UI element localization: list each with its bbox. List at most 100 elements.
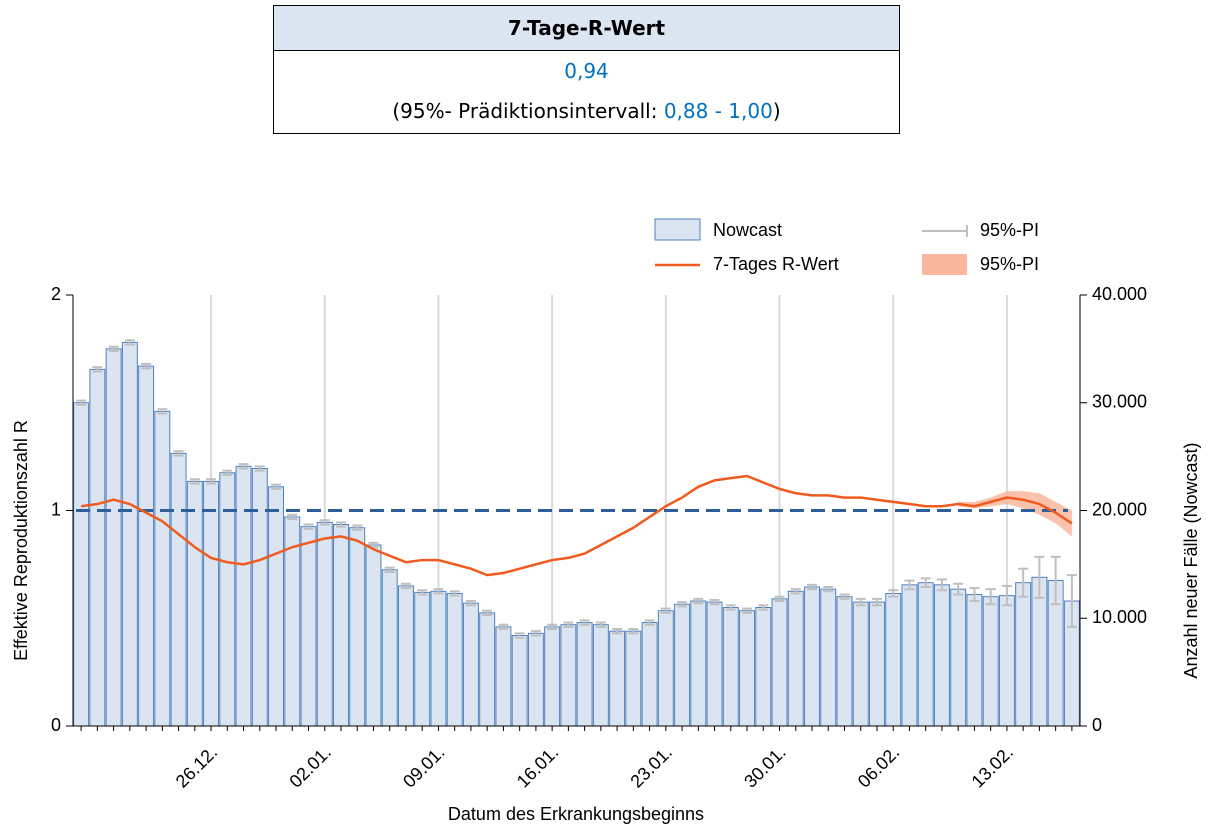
error-bar [839, 593, 850, 600]
x-tick-label: 09.01. [399, 742, 449, 792]
interval-prefix: (95%- Prädiktionsintervall: [392, 99, 664, 123]
bar [170, 452, 187, 727]
bar [804, 586, 820, 727]
error-bar [693, 597, 704, 605]
error-bar [498, 623, 509, 631]
error-bar [807, 583, 818, 591]
error-bar [677, 601, 688, 608]
error-bar [1001, 584, 1012, 607]
legend-label: 95%-PI [980, 220, 1039, 240]
error-bar [271, 483, 282, 490]
bar [982, 596, 999, 727]
x-tick-label: 23.01. [626, 742, 676, 792]
legend-label: 7-Tages R-Wert [713, 254, 839, 274]
bar [771, 598, 788, 727]
interval-value: 0,88 - 1,00 [663, 99, 773, 123]
error-bar [92, 366, 103, 373]
x-tick-label: 30.01. [740, 742, 790, 792]
bar [121, 341, 138, 727]
bar [787, 590, 804, 727]
error-bar [482, 609, 493, 617]
bar [365, 544, 382, 727]
error-bar [206, 478, 217, 485]
bar [462, 602, 479, 727]
error-bar [725, 604, 736, 611]
error-bar [888, 589, 899, 598]
error-bar [530, 630, 541, 637]
error-bar [774, 595, 785, 603]
bar [430, 590, 447, 727]
error-bar [547, 623, 558, 631]
bar [138, 365, 155, 727]
bar [73, 402, 90, 727]
bar [544, 626, 561, 727]
bar [511, 634, 528, 727]
box-title: 7-Tage-R-Wert [274, 6, 899, 51]
error-bar [1066, 574, 1077, 628]
bar [203, 480, 220, 727]
legend-swatch [654, 218, 701, 241]
y2-tick-label: 10.000 [1092, 607, 1147, 627]
error-bar [465, 600, 476, 607]
error-bar [709, 598, 720, 606]
bar [609, 630, 626, 727]
error-bar [254, 465, 265, 472]
y2-axis-title: Anzahl neuer Fälle (Nowcast) [1181, 442, 1201, 678]
bar [186, 480, 203, 727]
bar [479, 612, 496, 727]
r-value: 0,94 [564, 59, 609, 83]
error-bar [238, 463, 249, 470]
error-bar [352, 524, 363, 531]
bar [235, 465, 252, 727]
bar [446, 592, 463, 727]
y2-tick-label: 20.000 [1092, 499, 1147, 519]
bar [154, 410, 171, 727]
error-bar [173, 450, 184, 457]
bar [657, 610, 674, 727]
bar [836, 596, 853, 727]
error-bar [563, 621, 574, 628]
bar [852, 601, 869, 727]
y-tick-label: 2 [51, 284, 61, 304]
bar [333, 524, 349, 727]
bar [527, 632, 544, 727]
y-tick-label: 0 [51, 715, 61, 735]
error-bar [417, 589, 428, 596]
legend-label: Nowcast [713, 220, 782, 240]
error-bar [319, 519, 330, 526]
bar [706, 601, 723, 727]
error-bar [644, 619, 655, 626]
error-bar [400, 582, 411, 590]
error-bar [969, 587, 980, 603]
x-tick-label: 26.12. [172, 742, 222, 792]
error-bar [1034, 555, 1045, 599]
bar [560, 624, 577, 727]
y2-tick-label: 0 [1092, 715, 1102, 735]
error-bar [904, 579, 915, 591]
bar [885, 592, 902, 727]
bar [690, 600, 707, 727]
error-bar [936, 578, 947, 592]
bar [349, 527, 366, 727]
error-bar [287, 513, 298, 521]
bar [933, 584, 950, 727]
bar [1031, 576, 1048, 727]
error-bar [612, 628, 623, 635]
error-bar [141, 362, 152, 370]
legend-swatch [922, 254, 967, 275]
error-bar [384, 566, 395, 573]
error-bar [189, 478, 200, 485]
error-bar [871, 597, 882, 607]
bar [739, 610, 756, 727]
bar [1015, 582, 1032, 727]
bar [820, 588, 837, 727]
bar [300, 526, 317, 727]
bar [625, 630, 642, 727]
bar [414, 591, 431, 727]
bar [381, 569, 398, 727]
error-bar [124, 339, 135, 346]
bar [901, 584, 918, 727]
bar [495, 626, 512, 727]
